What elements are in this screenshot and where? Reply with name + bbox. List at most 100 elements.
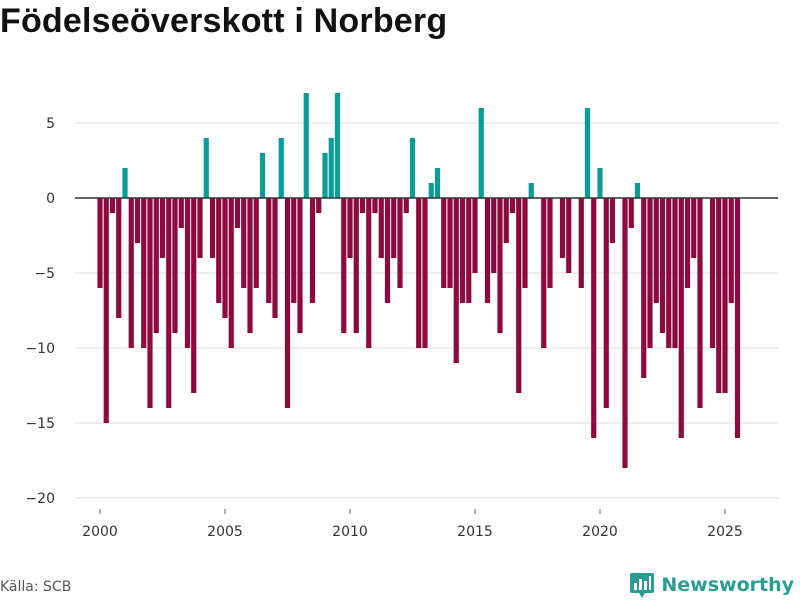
x-tick-label: 2010 <box>332 524 368 540</box>
bar <box>403 198 409 213</box>
bar <box>284 198 291 408</box>
bar <box>297 198 303 333</box>
bar <box>228 198 234 348</box>
bar <box>178 198 184 228</box>
bar <box>291 198 297 303</box>
bar <box>372 198 378 213</box>
bar <box>234 198 241 228</box>
bar <box>191 198 197 393</box>
bar <box>259 153 266 198</box>
bar <box>672 198 678 348</box>
bar <box>322 153 328 198</box>
bar <box>347 198 353 258</box>
y-tick-label: −5 <box>34 266 55 282</box>
bar <box>128 198 134 348</box>
bar <box>697 198 703 408</box>
bar <box>266 198 272 303</box>
bar <box>216 198 222 303</box>
bar <box>503 198 509 243</box>
bar <box>559 198 566 258</box>
bar <box>197 198 203 258</box>
bar <box>278 138 284 198</box>
bar <box>366 198 372 348</box>
bar <box>428 183 434 198</box>
bar <box>522 198 528 288</box>
bar <box>434 168 441 198</box>
bar <box>103 198 109 423</box>
y-tick-label: −10 <box>25 341 55 357</box>
bar <box>334 93 341 198</box>
bar <box>509 198 516 213</box>
x-tick-label: 2015 <box>457 524 493 540</box>
bar <box>141 198 147 348</box>
bar <box>734 198 741 438</box>
bar <box>584 108 591 198</box>
chart-canvas: 5 0 −5 −10 −15 −20 2000 2005 2010 2015 2020 2025 <box>25 93 778 540</box>
bar <box>609 198 616 243</box>
chart-title: Födelseöverskott i Norberg <box>0 2 448 40</box>
y-tick-label: 5 <box>46 116 55 132</box>
bar <box>253 198 259 288</box>
bar <box>716 198 722 393</box>
x-tick-label: 2020 <box>582 524 618 540</box>
bar <box>666 198 672 348</box>
bar <box>628 198 634 228</box>
bar <box>122 168 128 198</box>
bar <box>597 168 603 198</box>
brand-name: Newsworthy <box>661 574 794 596</box>
bar <box>147 198 153 408</box>
bar <box>447 198 453 288</box>
bar <box>316 198 322 213</box>
bar <box>341 198 347 333</box>
brand-logo[interactable]: Newsworthy <box>629 571 794 599</box>
bar <box>603 198 609 408</box>
bar <box>109 198 116 213</box>
bar <box>409 138 416 198</box>
bar <box>441 198 447 288</box>
bar <box>478 108 484 198</box>
bar <box>472 198 478 273</box>
y-tick-label: 0 <box>46 191 55 207</box>
bar <box>678 198 684 438</box>
y-axis-ticks: 5 0 −5 −10 −15 −20 <box>25 116 55 507</box>
bar <box>272 198 278 318</box>
bar <box>247 198 253 333</box>
source-note: Källa: SCB <box>0 579 72 595</box>
bar <box>541 198 547 348</box>
bar <box>384 198 391 303</box>
bar <box>491 198 497 273</box>
bar <box>378 198 384 258</box>
bar <box>397 198 403 288</box>
bar <box>416 198 422 348</box>
bar <box>728 198 734 303</box>
bar <box>97 198 103 288</box>
bar <box>222 198 228 318</box>
bar <box>153 198 159 333</box>
bar <box>453 198 459 363</box>
bar <box>159 198 166 258</box>
bar <box>172 198 178 333</box>
x-tick-label: 2000 <box>82 524 118 540</box>
bar <box>484 198 491 303</box>
bar <box>134 198 141 243</box>
bar <box>497 198 503 333</box>
bar <box>722 198 728 393</box>
bar <box>203 138 209 198</box>
bar <box>528 183 534 198</box>
newsworthy-logo-icon <box>630 573 655 598</box>
bar <box>566 198 572 273</box>
x-tick-label: 2005 <box>207 524 243 540</box>
bar <box>166 198 172 408</box>
bar <box>328 138 334 198</box>
bar <box>466 198 472 303</box>
bar <box>547 198 553 288</box>
bar <box>309 198 316 303</box>
bar <box>591 198 597 438</box>
bar <box>578 198 584 288</box>
y-tick-label: −20 <box>25 491 55 507</box>
bar <box>391 198 397 258</box>
bar <box>709 198 716 348</box>
bar <box>184 198 191 348</box>
bar <box>684 198 691 288</box>
bar <box>691 198 697 258</box>
